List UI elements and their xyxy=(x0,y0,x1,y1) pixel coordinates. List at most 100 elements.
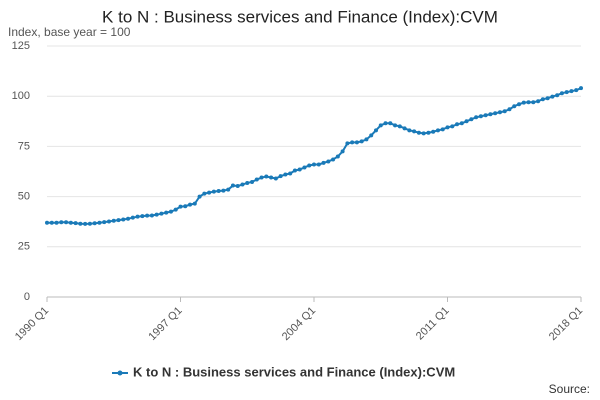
point xyxy=(102,220,107,225)
point xyxy=(493,111,498,116)
y-tick-label: 25 xyxy=(18,241,30,253)
x-tick-label: 2004 Q1 xyxy=(280,305,318,343)
point xyxy=(369,133,374,138)
point xyxy=(168,209,173,214)
point xyxy=(431,129,436,134)
point xyxy=(559,91,564,96)
point xyxy=(312,162,316,167)
chart-subtitle: Index, base year = 100 xyxy=(8,25,131,39)
point xyxy=(54,220,59,225)
point xyxy=(202,191,207,196)
point xyxy=(459,121,464,126)
point xyxy=(307,163,312,168)
point xyxy=(297,167,302,172)
point xyxy=(574,88,579,93)
point xyxy=(397,124,402,129)
point xyxy=(49,220,54,225)
line xyxy=(47,87,582,225)
point xyxy=(302,165,307,170)
point xyxy=(364,137,369,142)
point xyxy=(497,110,502,115)
point xyxy=(145,213,150,218)
point xyxy=(507,107,512,112)
point xyxy=(464,119,469,124)
legend-marker xyxy=(117,370,123,376)
point xyxy=(135,214,140,219)
point xyxy=(154,212,159,217)
point xyxy=(350,140,355,145)
point xyxy=(402,126,407,131)
point xyxy=(259,175,264,180)
y-tick-label: 0 xyxy=(24,291,30,303)
point xyxy=(68,220,73,225)
point xyxy=(207,190,212,195)
point xyxy=(531,100,536,105)
point xyxy=(97,220,102,225)
point xyxy=(183,204,188,209)
point xyxy=(388,121,393,126)
point xyxy=(555,93,560,98)
point xyxy=(283,172,288,177)
point xyxy=(149,213,154,218)
point xyxy=(126,216,131,221)
point xyxy=(421,131,426,136)
point xyxy=(426,130,431,135)
point xyxy=(269,175,274,180)
point xyxy=(378,123,383,128)
point xyxy=(512,104,517,109)
point xyxy=(106,219,111,224)
point xyxy=(45,220,49,225)
point xyxy=(407,128,412,133)
point xyxy=(78,221,83,226)
point xyxy=(335,154,340,159)
point xyxy=(116,218,121,223)
point xyxy=(440,127,445,132)
point xyxy=(264,174,269,179)
point xyxy=(550,94,555,99)
point xyxy=(450,124,455,129)
point xyxy=(226,187,231,192)
legend-label: K to N : Business services and Finance (… xyxy=(133,364,455,379)
point xyxy=(292,168,297,173)
point xyxy=(502,109,507,114)
x-tick-label: 1997 Q1 xyxy=(146,305,184,343)
point xyxy=(340,149,345,154)
x-tick-label: 2011 Q1 xyxy=(414,305,452,343)
x-tick-label: 2018 Q1 xyxy=(547,305,585,343)
point xyxy=(188,202,193,207)
point xyxy=(488,112,493,117)
point xyxy=(159,211,164,216)
y-tick-label: 100 xyxy=(12,90,30,102)
point xyxy=(483,113,488,118)
point xyxy=(140,214,145,219)
point xyxy=(536,99,541,104)
y-tick-label: 125 xyxy=(12,40,30,52)
point xyxy=(197,194,202,199)
point xyxy=(245,180,250,185)
point xyxy=(64,220,69,225)
x-tick-label: 1990 Q1 xyxy=(13,305,51,343)
point xyxy=(211,189,216,194)
point xyxy=(235,183,240,188)
point xyxy=(569,89,574,94)
point xyxy=(164,210,169,215)
point xyxy=(373,128,378,133)
point xyxy=(445,125,450,130)
y-tick-label: 75 xyxy=(18,140,30,152)
point xyxy=(178,204,183,209)
point xyxy=(540,97,545,102)
point xyxy=(526,100,531,105)
point xyxy=(521,100,526,105)
point xyxy=(250,179,255,184)
point xyxy=(469,117,474,122)
point xyxy=(416,130,421,135)
point xyxy=(383,121,388,126)
chart-title: K to N : Business services and Finance (… xyxy=(102,7,498,26)
point xyxy=(412,129,417,134)
point xyxy=(354,140,359,145)
point xyxy=(359,139,364,144)
point xyxy=(478,114,483,119)
point xyxy=(121,217,126,222)
point xyxy=(192,201,197,206)
